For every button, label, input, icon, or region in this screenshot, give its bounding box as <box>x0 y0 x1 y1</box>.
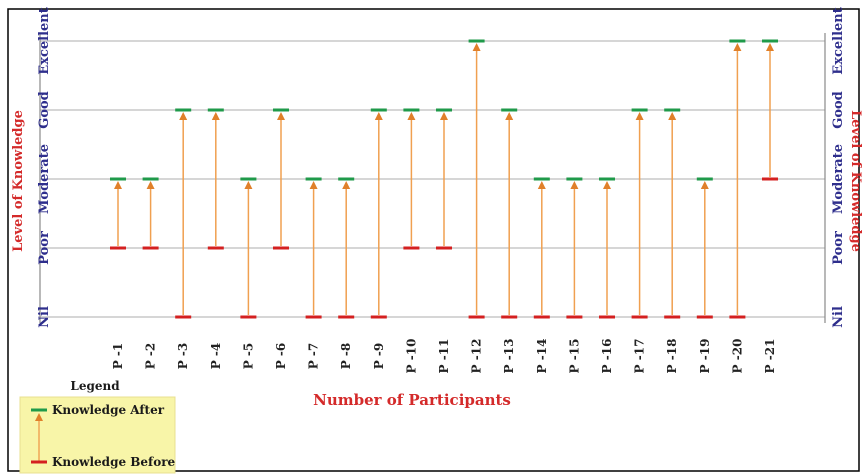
change-arrowhead <box>505 112 514 120</box>
gridlines <box>39 33 826 323</box>
x-tick-label: P -6 <box>274 343 288 370</box>
change-arrowhead <box>146 181 155 189</box>
x-tick-label: P -11 <box>437 339 451 374</box>
data-marks <box>110 39 778 319</box>
change-arrowhead <box>733 43 742 51</box>
change-arrowhead <box>114 181 122 189</box>
change-arrowhead <box>309 181 318 189</box>
chart-frame <box>7 8 860 472</box>
y-axis-title-right: Level of Knowledge <box>848 110 863 252</box>
change-arrowhead <box>374 112 383 120</box>
x-tick-label: P -8 <box>339 343 353 370</box>
x-tick-label: P -4 <box>209 343 223 370</box>
x-tick-label: P -3 <box>176 343 190 370</box>
change-arrowhead <box>277 112 285 120</box>
change-arrowhead <box>407 112 416 120</box>
y-tick-right-poor: Poor <box>831 231 846 265</box>
x-tick-label: P -15 <box>567 339 581 374</box>
y-tick-left-nil: Nil <box>37 306 52 328</box>
x-tick-label: P -5 <box>241 343 255 370</box>
change-arrowhead <box>668 112 677 120</box>
y-axis-title-left: Level of Knowledge <box>11 110 26 252</box>
y-tick-right-nil: Nil <box>831 306 846 328</box>
change-arrowhead <box>766 43 774 51</box>
change-arrowhead <box>179 112 188 120</box>
x-tick-label: P -2 <box>144 343 158 370</box>
y-tick-left-excellent: Excellent <box>37 7 52 74</box>
y-tick-right-excellent: Excellent <box>831 7 846 74</box>
change-arrowhead <box>440 112 448 120</box>
legend-label-after: Knowledge After <box>52 403 165 417</box>
legend: Legend Knowledge After Knowledge Before <box>19 379 176 474</box>
x-tick-label: P -7 <box>307 343 321 370</box>
legend-label-before: Knowledge Before <box>52 455 176 469</box>
y-tick-left-poor: Poor <box>37 231 52 265</box>
change-arrowhead <box>700 181 709 189</box>
change-arrowhead <box>244 181 253 189</box>
x-tick-label: P -12 <box>470 339 484 374</box>
x-tick-label: P -16 <box>600 339 614 374</box>
change-arrowhead <box>570 181 579 189</box>
tick-labels: Nil Nil Poor Poor Moderate Moderate Good Good Ex… <box>37 7 846 373</box>
change-arrowhead <box>472 43 481 51</box>
legend-title: Legend <box>70 379 120 393</box>
x-axis-title: Number of Participants <box>313 391 511 409</box>
x-tick-label: P -17 <box>633 339 647 374</box>
y-tick-left-good: Good <box>37 91 52 129</box>
x-tick-label: P -10 <box>404 339 418 374</box>
x-tick-label: P -20 <box>730 339 744 374</box>
x-tick-label: P -19 <box>698 339 712 374</box>
y-tick-right-moderate: Moderate <box>831 144 846 214</box>
change-arrowhead <box>635 112 644 120</box>
y-tick-right-good: Good <box>831 91 846 129</box>
legend-arrowhead <box>35 413 43 421</box>
change-arrowhead <box>603 181 611 189</box>
x-tick-label: P -1 <box>111 343 125 370</box>
x-tick-label: P -9 <box>372 343 386 370</box>
y-tick-left-moderate: Moderate <box>37 144 52 214</box>
x-tick-label: P -14 <box>535 339 549 374</box>
change-arrowhead <box>537 181 546 189</box>
change-arrowhead <box>342 181 351 189</box>
x-tick-label: P -13 <box>502 339 516 374</box>
x-tick-label: P -21 <box>763 339 777 374</box>
x-tick-label: P -18 <box>665 339 679 374</box>
change-arrowhead <box>211 112 220 120</box>
